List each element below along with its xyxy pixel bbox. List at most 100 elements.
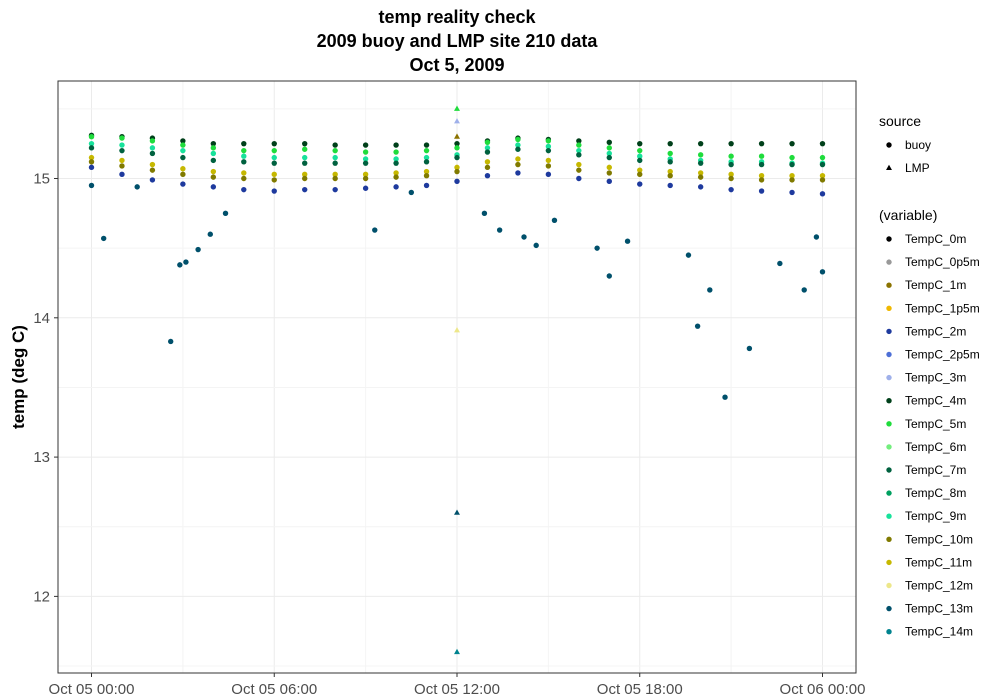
lmp-point xyxy=(454,133,460,139)
buoy-point xyxy=(271,171,277,178)
x-axis: Oct 05 00:00 Oct 05 06:00 Oct 05 12:00 Oct … xyxy=(49,673,865,698)
buoy-point xyxy=(576,167,582,173)
color-legend-key xyxy=(886,582,892,589)
buoy-point xyxy=(167,338,174,345)
buoy-point xyxy=(722,394,728,400)
buoy-point xyxy=(149,167,156,173)
buoy-point xyxy=(454,145,460,151)
lmp-point xyxy=(454,648,460,655)
buoy-point xyxy=(594,245,600,251)
buoy-point xyxy=(515,136,521,143)
buoy-point xyxy=(819,269,826,275)
color-legend-key xyxy=(886,467,892,473)
buoy-point xyxy=(789,189,795,196)
buoy-point xyxy=(606,154,612,161)
buoy-point xyxy=(454,178,460,184)
buoy-point xyxy=(789,161,795,168)
buoy-point xyxy=(180,138,186,144)
color-legend-label: TempC_2p5m xyxy=(905,348,980,362)
buoy-point xyxy=(271,160,277,166)
color-legend: TempC_0m TempC_0p5m TempC_1m TempC_1p5m Temp… xyxy=(886,232,980,639)
buoy-point xyxy=(149,145,156,151)
buoy-point xyxy=(210,150,217,157)
buoy-point xyxy=(576,175,582,182)
buoy-point xyxy=(606,178,612,184)
buoy-point xyxy=(332,147,338,154)
color-legend-label: TempC_1p5m xyxy=(905,301,980,315)
buoy-point xyxy=(210,157,217,164)
buoy-point xyxy=(332,142,338,148)
buoy-point xyxy=(758,177,765,183)
buoy-point xyxy=(88,159,95,165)
color-legend-key xyxy=(886,444,892,450)
lmp-point xyxy=(454,118,460,124)
buoy-point xyxy=(423,168,430,175)
buoy-point xyxy=(484,149,491,155)
buoy-point xyxy=(362,142,369,148)
buoy-point xyxy=(728,175,734,182)
buoy-point xyxy=(362,149,369,155)
buoy-point xyxy=(454,140,460,147)
buoy-point xyxy=(332,171,338,178)
buoy-point xyxy=(210,174,217,180)
buoy-point xyxy=(180,171,186,178)
buoy-point xyxy=(423,154,430,161)
buoy-point xyxy=(758,188,765,194)
buoy-point xyxy=(637,181,643,187)
color-legend-key xyxy=(886,398,892,404)
buoy-point xyxy=(801,287,807,293)
buoy-point xyxy=(423,173,430,179)
shape-legend-key xyxy=(886,142,892,148)
buoy-point xyxy=(302,160,308,166)
color-legend-key xyxy=(886,513,892,519)
color-legend-key xyxy=(886,421,892,427)
buoy-point xyxy=(789,140,795,147)
buoy-point xyxy=(758,140,765,147)
x-tick-label: Oct 05 12:00 xyxy=(414,681,500,698)
buoy-point xyxy=(624,238,631,244)
buoy-point xyxy=(521,234,527,240)
y-axis-title: temp (deg C) xyxy=(9,325,28,429)
y-tick-label: 12 xyxy=(33,588,50,605)
buoy-point xyxy=(576,161,582,168)
buoy-point xyxy=(777,260,783,267)
buoy-point xyxy=(180,147,186,154)
buoy-point xyxy=(728,153,734,159)
buoy-point xyxy=(88,182,95,189)
buoy-point xyxy=(119,163,125,169)
buoy-point xyxy=(637,147,643,154)
buoy-point xyxy=(100,235,107,242)
buoy-point xyxy=(241,147,247,154)
color-legend-label: TempC_10m xyxy=(905,532,973,546)
color-legend-label: TempC_6m xyxy=(905,440,966,454)
buoy-point xyxy=(393,156,399,162)
buoy-point xyxy=(180,142,186,148)
buoy-point xyxy=(533,242,539,249)
buoy-point xyxy=(119,157,125,164)
lmp-point xyxy=(454,327,460,333)
color-legend-key xyxy=(886,259,892,265)
color-legend-label: TempC_2m xyxy=(905,324,966,338)
buoy-point xyxy=(789,173,795,179)
color-legend-key xyxy=(886,305,892,311)
buoy-point xyxy=(119,135,125,141)
buoy-point xyxy=(697,160,704,166)
buoy-point xyxy=(515,146,521,152)
buoy-point xyxy=(606,139,612,145)
buoy-point xyxy=(819,154,826,161)
lmp-point xyxy=(454,105,460,111)
buoy-point xyxy=(241,153,247,159)
buoy-point xyxy=(271,177,277,183)
buoy-point xyxy=(149,150,156,157)
buoy-point xyxy=(149,177,156,183)
buoy-point xyxy=(697,140,704,147)
buoy-point xyxy=(637,153,643,159)
buoy-point xyxy=(484,164,491,171)
buoy-point xyxy=(362,171,369,178)
buoy-point xyxy=(423,142,430,148)
buoy-point xyxy=(758,153,765,159)
color-legend-label: TempC_12m xyxy=(905,579,973,593)
color-legend-key xyxy=(886,490,892,496)
buoy-point xyxy=(667,173,673,179)
